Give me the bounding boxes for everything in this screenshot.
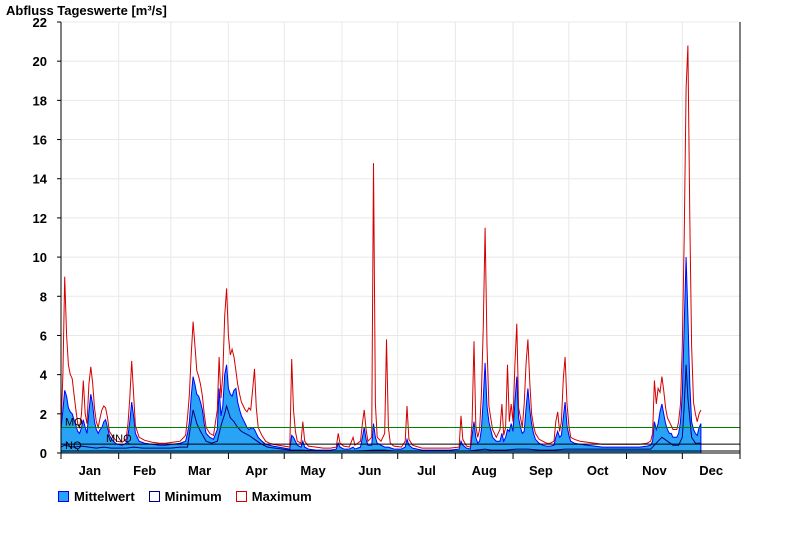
y-tick-label: 4 <box>40 368 48 383</box>
ref-label-nq: NQ <box>65 440 82 452</box>
ref-label-mq: MQ <box>65 417 83 429</box>
chart-title: Abfluss Tageswerte [m³/s] <box>6 3 167 18</box>
month-label: Aug <box>472 463 497 478</box>
series-mittelwert-area <box>60 257 702 454</box>
y-tick-label: 0 <box>40 446 47 461</box>
y-tick-label: 6 <box>40 328 47 343</box>
month-label: Jan <box>79 463 101 478</box>
legend-item-min[interactable]: Minimum <box>148 489 222 504</box>
series-minimum-line <box>60 364 701 452</box>
legend-max-label: Maximum <box>251 489 312 504</box>
legend-min-label: Minimum <box>164 489 222 504</box>
month-label: Mar <box>188 463 211 478</box>
month-label: Jul <box>417 463 436 478</box>
month-label: Jun <box>358 463 381 478</box>
reference-lines: MQ MNQ NQ <box>61 417 740 452</box>
y-tick-label: 10 <box>33 250 47 265</box>
min-swatch <box>148 491 160 502</box>
y-axis: 0 2 4 6 8 10 12 14 16 18 20 22 <box>33 15 61 461</box>
max-swatch <box>235 491 247 502</box>
grid <box>61 21 740 453</box>
series-maximum-line <box>60 45 702 449</box>
y-tick-label: 14 <box>33 172 48 187</box>
plot-frame <box>57 22 741 454</box>
legend-item-max[interactable]: Maximum <box>235 489 312 504</box>
month-label: Nov <box>642 463 667 478</box>
month-label: Apr <box>245 463 267 478</box>
mean-swatch <box>58 491 69 502</box>
month-label: May <box>300 463 326 478</box>
x-axis: Jan Feb Mar Apr May Jun Jul Aug Sep Oct Nov Dec <box>60 453 741 478</box>
month-label: Oct <box>587 463 609 478</box>
ref-label-mnq: MNQ <box>106 433 132 445</box>
month-label: Dec <box>699 463 723 478</box>
y-tick-label: 16 <box>33 133 47 148</box>
y-tick-label: 2 <box>40 407 47 422</box>
y-tick-label: 8 <box>40 289 47 304</box>
series-layer <box>60 45 702 454</box>
y-tick-label: 12 <box>33 211 47 226</box>
legend: Mittelwert Minimum Maximum <box>58 489 326 504</box>
legend-mean-label: Mittelwert <box>74 489 135 504</box>
month-label: Feb <box>133 463 156 478</box>
y-tick-label: 18 <box>33 93 47 108</box>
y-tick-label: 20 <box>33 54 47 69</box>
month-label: Sep <box>529 463 553 478</box>
legend-item-mean[interactable]: Mittelwert <box>58 489 135 504</box>
y-tick-label: 22 <box>33 15 47 30</box>
